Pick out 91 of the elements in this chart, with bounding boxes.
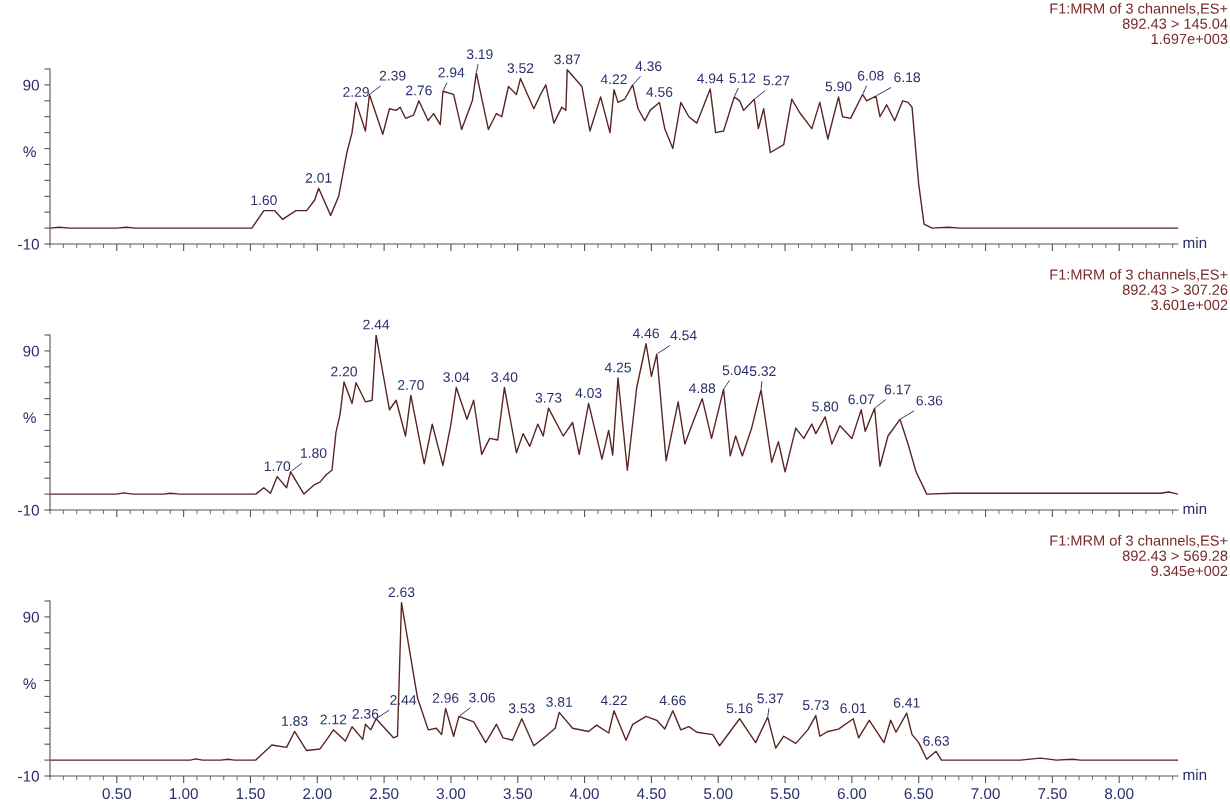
y-tick-label: 90 [23, 79, 39, 91]
text: F1:MRM of 3 channels,ES+ [1050, 269, 1228, 282]
annotation: 5.04 [722, 365, 749, 376]
annotation: 3.73 [535, 392, 562, 403]
x-tick-label: 1.00 [169, 788, 198, 800]
annotation: 4.56 [646, 87, 673, 97]
annotation: 2.29 [343, 87, 369, 97]
y-tick-label: -10 [18, 238, 39, 250]
x-tick-label: 0.50 [102, 788, 132, 800]
annotation: 2.20 [331, 366, 357, 377]
annotation: 4.22 [600, 695, 627, 706]
annotation: 6.17 [884, 384, 911, 395]
x-tick-label: 7.50 [1038, 788, 1067, 800]
y-axis-title: % [23, 146, 36, 158]
annotation: 6.36 [916, 395, 943, 406]
annotation: 5.37 [757, 693, 784, 704]
x-tick-label: 1.50 [236, 788, 265, 800]
annotation: 2.01 [305, 172, 332, 183]
annotation: 2.63 [388, 587, 415, 598]
x-tick-label: 2.00 [303, 788, 332, 800]
annotation: 3.04 [443, 372, 470, 382]
text: 892.43 > 569.28 [1122, 550, 1228, 561]
text: 892.43 > 145.04 [1122, 18, 1228, 29]
text: 3.601e+002 [1151, 299, 1228, 311]
annotation: 2.36 [352, 708, 379, 719]
y-axis-title: % [23, 412, 36, 424]
annotation: 2.94 [438, 67, 465, 78]
text: F1:MRM of 3 channels,ES+ [1050, 535, 1228, 548]
x-tick-label: 5.50 [770, 788, 800, 800]
annotation: 1.70 [264, 461, 291, 472]
x-axis-title: min [1183, 236, 1207, 248]
x-tick-label: 4.00 [570, 788, 599, 800]
annotation: 2.70 [398, 380, 424, 390]
x-tick-label: 3.00 [436, 788, 466, 800]
line-series [50, 601, 1178, 761]
y-tick-label: 90 [23, 345, 39, 357]
annotation: 5.12 [729, 73, 756, 83]
annotation: 4.22 [600, 74, 627, 85]
annotation: 4.66 [659, 695, 686, 706]
annotation: 1.80 [301, 448, 327, 458]
annotation: 3.52 [507, 63, 534, 74]
x-tick-label: 6.50 [904, 788, 933, 800]
y-tick-label: -10 [18, 504, 39, 516]
y-tick-label: 90 [23, 611, 39, 623]
y-axis-title: % [23, 678, 36, 690]
annotation: 5.73 [802, 700, 829, 711]
annotation: 4.36 [635, 61, 662, 72]
annotation: 4.03 [575, 388, 602, 398]
annotation: 6.08 [857, 70, 884, 81]
x-tick-label: 4.50 [636, 788, 666, 800]
annotation: 3.40 [491, 372, 518, 382]
text: 892.43 > 307.26 [1122, 284, 1228, 295]
annotation: 1.83 [282, 716, 308, 726]
annotation: 4.88 [689, 383, 716, 394]
annotation: 3.06 [469, 692, 495, 703]
x-tick-label: 3.50 [503, 788, 533, 800]
annotation: 5.80 [812, 401, 839, 412]
text: 1.697e+003 [1151, 33, 1228, 45]
annotation: 2.96 [432, 693, 459, 703]
annotation: 2.39 [379, 70, 406, 81]
annotation: 6.41 [893, 697, 920, 708]
x-tick-label: 2.50 [370, 788, 399, 800]
annotation: 6.18 [894, 72, 921, 83]
x-tick-label: 6.00 [837, 788, 867, 800]
annotation: 3.19 [466, 49, 493, 60]
x-axis-title: min [1183, 768, 1207, 780]
annotation: 2.44 [363, 319, 390, 330]
annotation: 4.46 [632, 328, 659, 339]
annotation: 6.07 [848, 394, 875, 405]
annotation: 3.53 [508, 703, 535, 714]
annotation: 5.90 [825, 81, 852, 92]
annotation: 6.01 [840, 703, 867, 714]
annotation: 4.54 [670, 330, 697, 341]
text: 9.345e+002 [1151, 565, 1228, 577]
annotation: 6.63 [923, 735, 949, 746]
x-tick-label: 8.00 [1104, 788, 1134, 800]
annotation: 2.12 [320, 714, 347, 725]
annotation: 2.76 [406, 85, 432, 96]
annotation: 1.60 [251, 195, 277, 206]
annotation: 4.94 [697, 73, 724, 84]
y-tick-label: -10 [18, 770, 39, 782]
annotation: 4.25 [604, 362, 631, 373]
x-tick-label: 5.00 [703, 788, 733, 800]
annotation: 5.32 [749, 366, 776, 377]
annotation: 3.81 [546, 697, 573, 707]
text: F1:MRM of 3 channels,ES+ [1050, 3, 1228, 16]
x-tick-label: 7.00 [971, 788, 1000, 800]
annotation: 5.27 [763, 75, 790, 86]
annotation: 3.87 [554, 54, 581, 65]
x-axis-title: min [1183, 502, 1207, 514]
annotation: 5.16 [726, 703, 753, 714]
